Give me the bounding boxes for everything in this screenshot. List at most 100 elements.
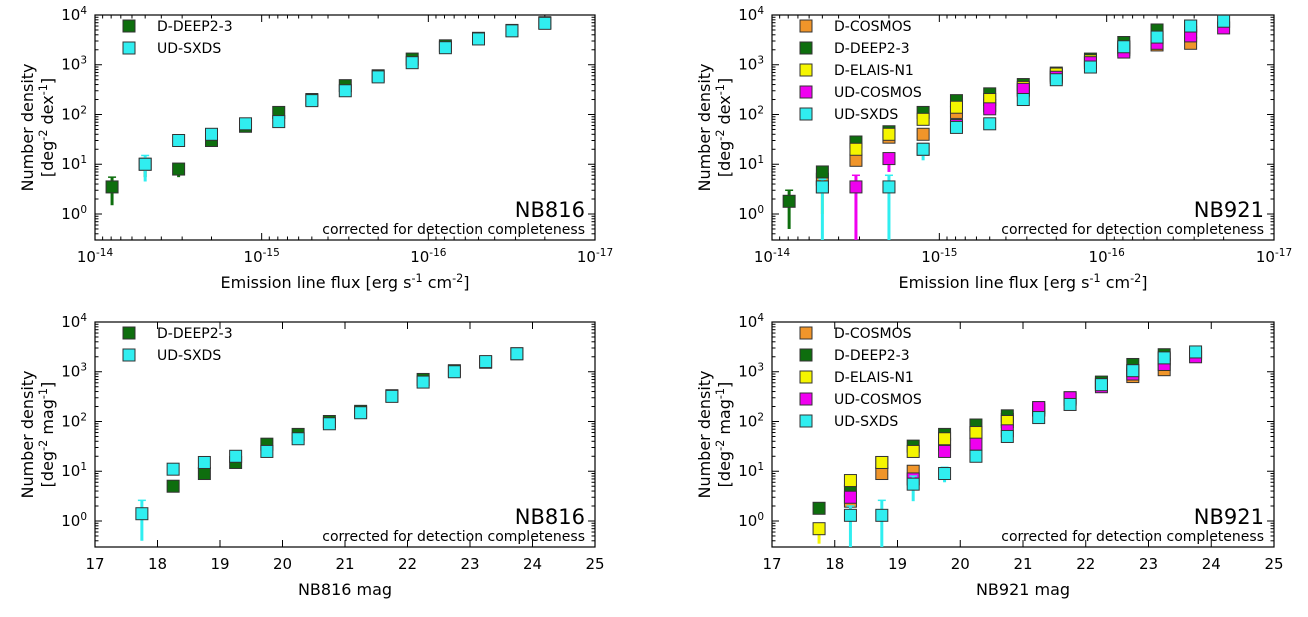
x-tick-label: 23: [1139, 555, 1158, 573]
panel-subtitle: corrected for detection completeness: [322, 529, 585, 545]
data-point: [843, 490, 857, 504]
data-point: [1049, 73, 1063, 87]
x-tick-label: 10-14: [754, 247, 791, 266]
y-tick-label: 102: [738, 104, 764, 123]
x-tick-label: 24: [1202, 555, 1221, 573]
data-point: [969, 426, 983, 440]
data-point: [843, 474, 857, 488]
legend-label: D-DEEP2-3: [157, 326, 233, 342]
series-ud-sxds: [135, 347, 524, 541]
panel-nb921-mag: 100 101 102 103 104 17 18 19 20 21 22 23 24 25 NB921 m…: [695, 312, 1284, 599]
data-point: [1217, 14, 1231, 28]
data-point: [1083, 60, 1097, 74]
data-point: [969, 437, 983, 451]
data-point: [472, 32, 486, 46]
legend-swatch: [799, 41, 813, 55]
x-tick-label: 17: [762, 555, 781, 573]
data-point: [849, 142, 863, 156]
y-tick-label: 101: [738, 461, 764, 480]
data-point: [172, 162, 186, 176]
x-tick-label: 10-16: [410, 247, 447, 266]
data-point: [338, 84, 352, 98]
y-axis-label: Number density: [18, 370, 37, 498]
x-tick-label: 19: [210, 555, 229, 573]
series-ud-sxds: [138, 16, 552, 182]
legend-label: UD-COSMOS: [834, 392, 922, 408]
data-point: [1189, 345, 1203, 359]
data-point: [166, 462, 180, 476]
plot-frame: [94, 14, 596, 241]
x-tick-label: 10-16: [1089, 247, 1126, 266]
legend: D-COSMOS D-DEEP2-3 D-ELAIS-N1 UD-COSMOS UD-S…: [799, 326, 922, 430]
data-point: [305, 94, 319, 108]
data-point: [1157, 351, 1171, 365]
x-tick-label: 10-15: [921, 247, 957, 266]
x-tick-label: 18: [148, 555, 167, 573]
data-point: [385, 389, 399, 403]
data-point: [815, 165, 829, 179]
legend-label: D-COSMOS: [834, 326, 912, 342]
data-point: [983, 117, 997, 131]
legend-swatch: [799, 392, 813, 406]
data-point: [260, 444, 274, 458]
legend-swatch: [799, 85, 813, 99]
legend-label: D-COSMOS: [834, 19, 912, 35]
data-point: [882, 127, 896, 141]
y-tick-label: 101: [61, 154, 87, 173]
data-point: [1150, 30, 1164, 44]
legend-swatch: [122, 326, 136, 340]
x-tick-label: 24: [523, 555, 542, 573]
y-axis-label-units: [deg-2 mag-1]: [714, 382, 735, 488]
data-point: [949, 120, 963, 134]
y-axis-label: Number density: [18, 63, 37, 191]
panel-nb816-mag: 100 101 102 103 104 17 18 19 20 21 22 23 24 25 NB816 m…: [18, 312, 605, 599]
data-point: [1094, 378, 1108, 392]
x-tick-label: 22: [398, 555, 417, 573]
data-point: [416, 375, 430, 389]
legend-swatch: [122, 41, 136, 55]
data-point: [204, 127, 218, 141]
series-ud-sxds: [843, 345, 1203, 547]
y-axis-label: Number density: [695, 63, 714, 191]
data-point: [322, 417, 336, 431]
data-point: [782, 194, 796, 208]
x-tick-label: 23: [460, 555, 479, 573]
legend-swatch: [799, 348, 813, 362]
data-point: [938, 432, 952, 446]
y-tick-label: 100: [738, 511, 764, 530]
y-tick-label: 103: [738, 362, 764, 381]
legend-label: UD-SXDS: [157, 41, 221, 57]
x-tick-label: 10-15: [244, 247, 280, 266]
data-point: [197, 455, 211, 469]
x-tick-label: 10-17: [577, 247, 613, 266]
data-point: [447, 365, 461, 379]
y-tick-label: 102: [61, 104, 87, 123]
y-axis-label-units: [deg-2 dex-1]: [37, 78, 58, 177]
y-tick-label: 104: [61, 5, 87, 24]
data-point: [1126, 364, 1140, 378]
data-point: [172, 134, 186, 148]
data-point: [1117, 40, 1131, 54]
y-axis-label-units: [deg-2 dex-1]: [714, 78, 735, 177]
y-tick-label: 103: [61, 55, 87, 74]
plot-frame: [771, 14, 1275, 241]
data-point: [438, 41, 452, 55]
x-tick-label: 10-14: [77, 247, 114, 266]
x-tick-label: 18: [825, 555, 844, 573]
data-point: [1016, 93, 1030, 107]
y-tick-label: 102: [61, 411, 87, 430]
data-point: [882, 152, 896, 166]
x-tick-label: 20: [951, 555, 970, 573]
data-point: [875, 455, 889, 469]
data-point: [1184, 19, 1198, 33]
x-tick-label: 19: [888, 555, 907, 573]
x-axis-label: NB816 mag: [298, 580, 392, 599]
data-point: [875, 467, 889, 481]
legend-label: UD-SXDS: [834, 107, 898, 123]
data-point: [371, 70, 385, 84]
panel-subtitle: corrected for detection completeness: [322, 222, 585, 238]
data-point: [166, 479, 180, 493]
data-point: [510, 347, 524, 361]
data-point: [229, 449, 243, 463]
